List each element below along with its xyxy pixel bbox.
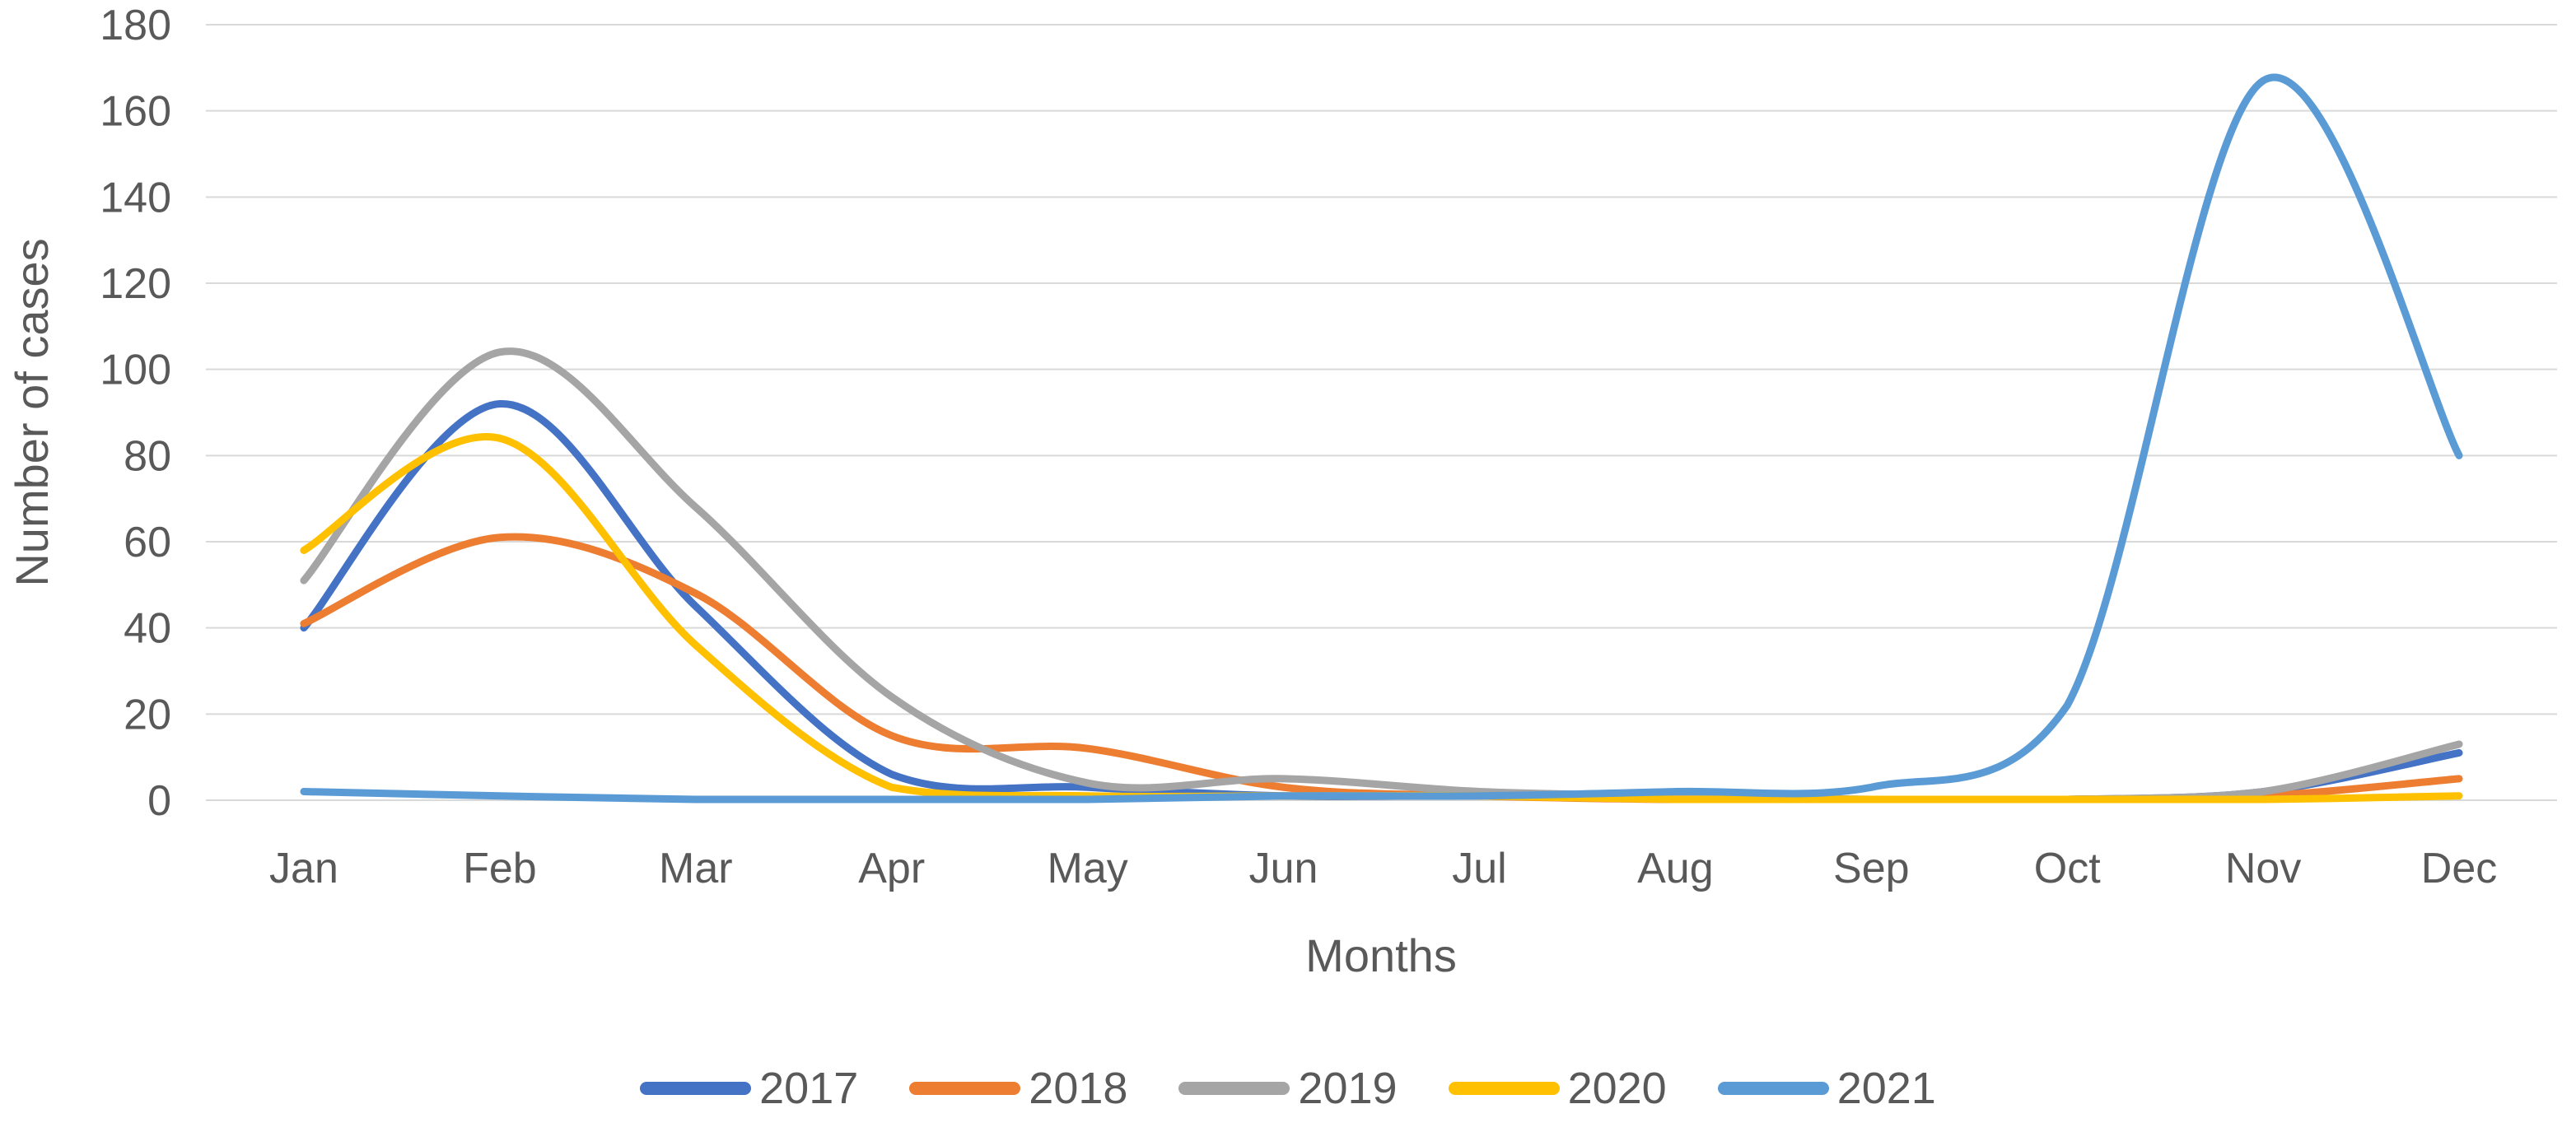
x-axis-title: Months [1305, 929, 1457, 981]
y-axis-tick-label: 100 [100, 347, 171, 394]
x-axis-tick-label: May [1048, 845, 1128, 892]
y-axis-tick-label: 180 [100, 2, 171, 49]
y-axis-tick-label: 60 [124, 519, 171, 566]
y-axis-tick-labels: 0 20 40 60 80 100 120 140 160 180 [100, 2, 171, 825]
legend-item-2020: 2020 [1448, 1064, 1667, 1113]
x-axis-tick-label: Feb [463, 845, 537, 892]
series-line-2019 [300, 347, 2463, 804]
x-axis-tick-label: Jun [1249, 845, 1318, 892]
series-line-2017 [300, 400, 2463, 804]
x-axis-tick-label: Mar [659, 845, 733, 892]
legend-swatch-2017 [640, 1082, 752, 1095]
x-axis-tick-label: Dec [2421, 845, 2497, 892]
series-line-2018 [300, 533, 2463, 804]
legend-item-2021: 2021 [1717, 1064, 1936, 1113]
legend-swatch-2020 [1448, 1082, 1560, 1095]
legend-label: 2019 [1298, 1064, 1398, 1113]
series-line-2021 [300, 73, 2463, 804]
legend-swatch-2019 [1178, 1082, 1290, 1095]
x-axis-tick-label: Jul [1452, 845, 1506, 892]
y-axis-tick-label: 20 [124, 691, 171, 738]
legend-label: 2021 [1836, 1064, 1936, 1113]
x-axis-tick-label: Oct [2034, 845, 2101, 892]
x-axis-tick-labels: Jan Feb Mar Apr May Jun Jul Aug Sep Oct Nov Dec [269, 845, 2497, 892]
legend-swatch-2021 [1717, 1082, 1829, 1095]
x-axis-tick-label: Aug [1637, 845, 1714, 892]
legend-swatch-2018 [909, 1082, 1021, 1095]
legend-label: 2020 [1567, 1064, 1667, 1113]
y-axis-tick-label: 0 [147, 777, 171, 825]
series-lines [300, 73, 2463, 804]
x-axis-tick-label: Jan [269, 845, 338, 892]
x-axis-tick-label: Sep [1833, 845, 1910, 892]
gridlines [206, 24, 2557, 801]
x-axis-tick-label: Nov [2225, 845, 2301, 892]
y-axis-tick-label: 80 [124, 432, 171, 480]
legend-item-2017: 2017 [640, 1066, 858, 1111]
legend-item-2019: 2019 [1178, 1064, 1398, 1113]
x-axis-tick-label: Apr [858, 845, 925, 892]
y-axis-tick-label: 120 [100, 260, 171, 308]
chart-legend: 2017 2018 2019 2020 2021 [0, 1066, 2576, 1111]
y-axis-tick-label: 160 [100, 88, 171, 136]
legend-item-2018: 2018 [909, 1066, 1127, 1111]
legend-label: 2017 [759, 1064, 859, 1113]
y-axis-tick-label: 140 [100, 174, 171, 221]
y-axis-tick-label: 40 [124, 605, 171, 653]
y-axis-title: Number of cases [6, 238, 58, 586]
legend-label: 2018 [1029, 1064, 1128, 1113]
